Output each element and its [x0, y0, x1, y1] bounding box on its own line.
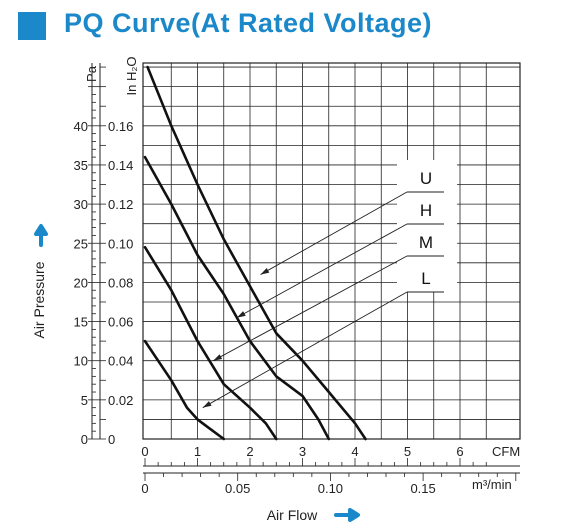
legend-label-l: L — [421, 269, 430, 288]
pq-curve-m — [143, 245, 278, 441]
pa-tick-label: 15 — [74, 315, 88, 330]
m3min-unit-label: m³/min — [472, 477, 512, 492]
cfm-tick-label: 4 — [351, 444, 358, 459]
y-axis-arrow-icon — [34, 224, 48, 247]
pq-curve-u — [146, 65, 367, 441]
pa-tick-label: 0 — [81, 432, 88, 447]
inh2o-tick-label: 0.04 — [108, 354, 133, 369]
cfm-tick-label: 1 — [194, 444, 201, 459]
y-axis-title: Air Pressure — [31, 261, 47, 338]
legend-pointer-arrow-icon — [213, 354, 223, 361]
legend-pointer-arrow-icon — [260, 268, 270, 275]
inh2o-tick-label: 0.08 — [108, 275, 133, 290]
inh2o-tick-label: 0.12 — [108, 197, 133, 212]
legend-background — [397, 160, 457, 292]
cfm-tick-label: 6 — [456, 444, 463, 459]
x-axis-arrow-icon — [334, 508, 360, 522]
pa-tick-label: 20 — [74, 275, 88, 290]
grid-layer — [142, 62, 521, 440]
cfm-tick-label: 3 — [299, 444, 306, 459]
pa-tick-label: 35 — [74, 158, 88, 173]
pa-tick-label: 5 — [81, 393, 88, 408]
m3min-tick-label: 0.05 — [225, 481, 250, 496]
pa-tick-label: 40 — [74, 119, 88, 134]
m3min-tick-label: 0.15 — [410, 481, 435, 496]
legend-label-h: H — [420, 201, 432, 220]
plot-frame — [142, 62, 521, 440]
legend-pointer-arrow-icon — [202, 401, 212, 408]
m3min-tick-label: 0 — [141, 481, 148, 496]
m3min-tick-label: 0.10 — [318, 481, 343, 496]
legend-pointer-line — [213, 255, 408, 362]
curve-layer — [143, 65, 367, 441]
pa-tick-label: 10 — [74, 354, 88, 369]
inh2o-unit-label: In H₂O — [124, 57, 139, 96]
legend-label-m: M — [419, 233, 433, 252]
cfm-tick-label: 0 — [141, 444, 148, 459]
pa-unit-label: Pa — [84, 65, 99, 82]
cfm-tick-label: 5 — [404, 444, 411, 459]
cfm-unit-label: CFM — [492, 444, 520, 459]
pa-tick-label: 30 — [74, 197, 88, 212]
legend-pointer-line — [260, 191, 408, 275]
inh2o-tick-label: 0.14 — [108, 158, 133, 173]
legend-pointer-arrow-icon — [236, 311, 246, 318]
inh2o-tick-label: 0 — [108, 432, 115, 447]
legend-label-u: U — [420, 169, 432, 188]
cfm-tick-label: 2 — [246, 444, 253, 459]
pa-tick-label: 25 — [74, 236, 88, 251]
inh2o-tick-label: 0.16 — [108, 119, 133, 134]
pq-curve-l — [143, 339, 226, 441]
legend-pointer-line — [236, 223, 408, 319]
axis-layer: 051015202530354000.020.040.060.080.100.1… — [31, 57, 520, 524]
inh2o-tick-label: 0.06 — [108, 315, 133, 330]
inh2o-tick-label: 0.10 — [108, 236, 133, 251]
title-accent-square — [18, 12, 46, 40]
inh2o-tick-label: 0.02 — [108, 393, 133, 408]
legend-pointer-line — [202, 291, 408, 409]
x-axis-title: Air Flow — [267, 507, 318, 523]
chart-title: PQ Curve(At Rated Voltage) — [64, 8, 433, 38]
